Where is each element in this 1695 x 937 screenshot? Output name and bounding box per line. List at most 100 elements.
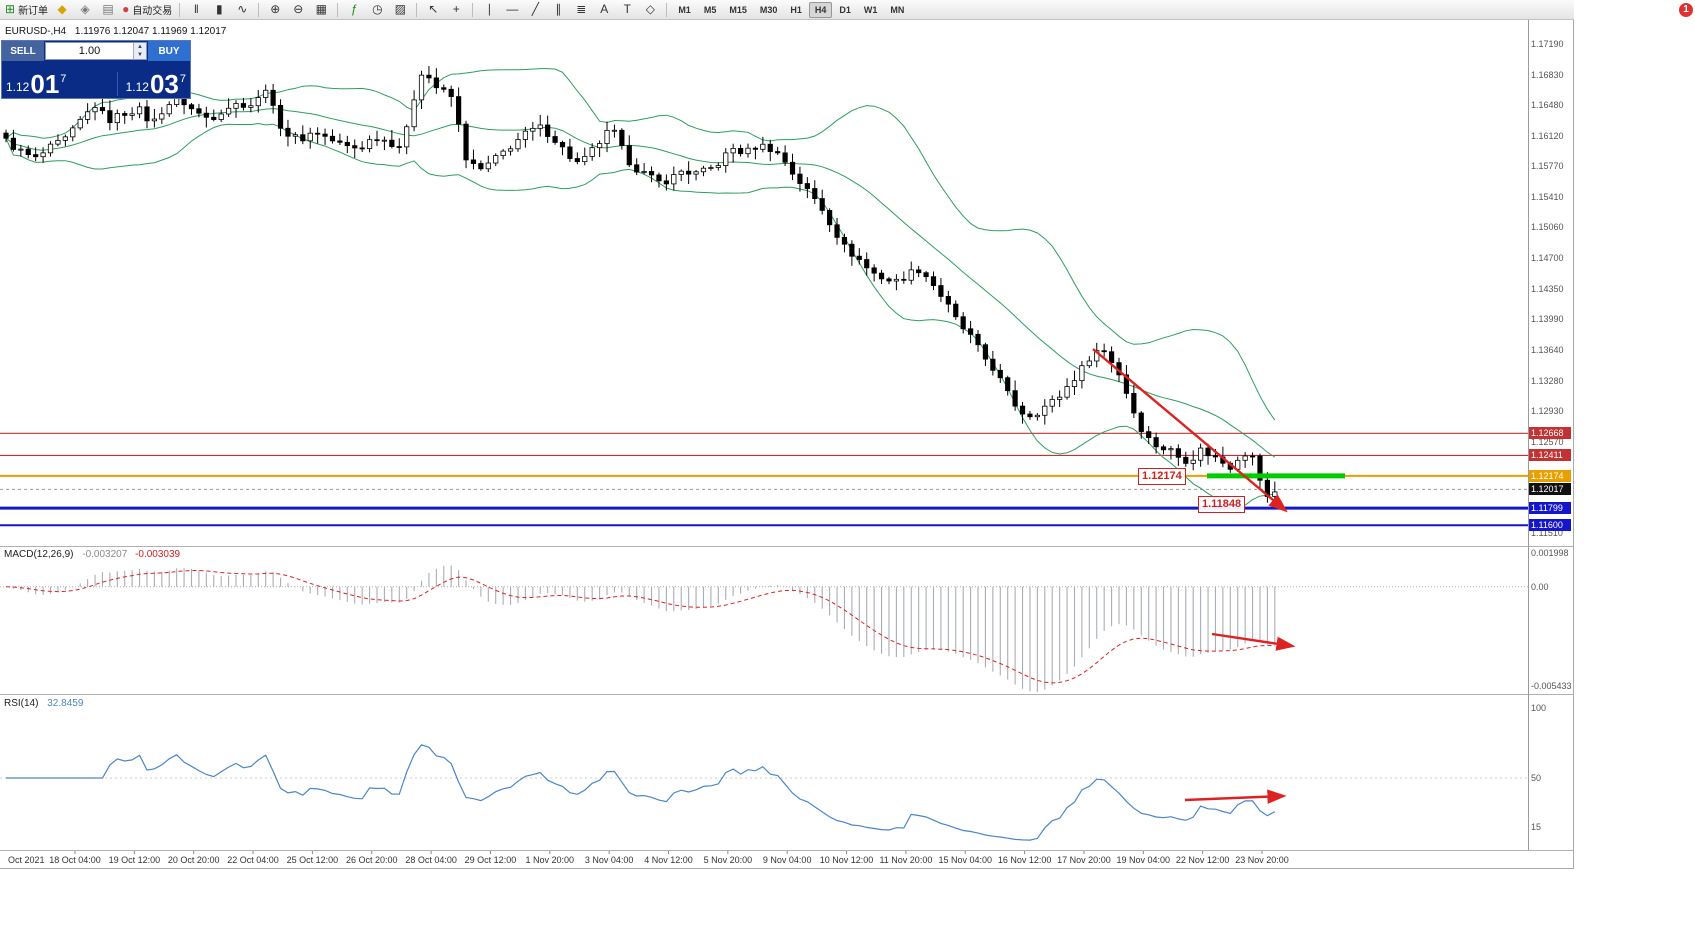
candle-body: [1205, 447, 1211, 457]
timeframe-W1[interactable]: W1: [863, 4, 878, 15]
price-axis-badge: 1.12411: [1529, 449, 1571, 462]
rsi-label: RSI(14) 32.8459: [4, 698, 83, 709]
toolbar-button-periods[interactable]: ◷: [366, 1, 388, 18]
time-axis-label: 29 Oct 12:00: [464, 855, 517, 865]
candle-body: [1183, 456, 1189, 464]
candle-body: [767, 143, 773, 152]
toolbar-button-zoom-in[interactable]: ⊕: [264, 1, 286, 18]
price-axis-label: 1.12570: [1531, 436, 1564, 447]
sell-button[interactable]: SELL: [2, 41, 44, 61]
toolbar-button-label: 自动交易: [132, 6, 173, 17]
rsi-line: [6, 744, 1276, 841]
toolbar-button-zoom-out[interactable]: ⊖: [287, 1, 309, 18]
toolbar-button-indicators[interactable]: ƒ: [343, 1, 365, 18]
timeframe-D1[interactable]: D1: [839, 4, 851, 15]
tile-windows-icon: ▦: [315, 2, 327, 16]
timeframe-MN[interactable]: MN: [890, 4, 905, 15]
sell-price[interactable]: 1.12 01 7: [6, 71, 66, 97]
candle-body: [188, 104, 195, 110]
one-click-trading-panel: SELL 1.00 ▲ ▼ BUY 1.12 01 7 1.12 03 7: [1, 40, 191, 99]
toolbar-button-trendline[interactable]: ╱: [524, 1, 546, 18]
timeframe-H1[interactable]: H1: [790, 4, 802, 15]
candle-body: [500, 150, 506, 156]
timeframe-M1[interactable]: M1: [678, 4, 691, 15]
candle-body: [648, 171, 655, 176]
trend-arrow-rsi[interactable]: [1184, 789, 1287, 804]
toolbar-button-text[interactable]: A: [593, 1, 615, 18]
candle-body: [849, 243, 855, 257]
rsi-panel-divider[interactable]: [0, 694, 1574, 695]
sell-price-small: 1.12: [6, 80, 30, 94]
candle-body: [277, 104, 284, 129]
candle-body: [760, 143, 766, 150]
candle-body: [366, 139, 373, 150]
toolbar-button-new-order[interactable]: ⊞ 新订单: [3, 1, 50, 18]
volume-value[interactable]: 1.00: [78, 45, 101, 57]
toolbar-button-label[interactable]: T: [616, 1, 638, 18]
volume-field[interactable]: 1.00 ▲ ▼: [45, 42, 147, 60]
candle-body: [1131, 393, 1137, 414]
candle-body: [537, 124, 543, 129]
price-axis-label: 1.13640: [1531, 344, 1564, 355]
rsi-name: RSI(14): [4, 698, 39, 709]
toolbar-button-shapes[interactable]: ◇: [639, 1, 661, 18]
candle-body: [85, 111, 91, 120]
timeframe-M5[interactable]: M5: [703, 4, 717, 15]
toolbar-button-horizontal-line[interactable]: —: [501, 1, 523, 18]
new-order-icon: ⊞: [5, 2, 16, 16]
candle-body: [463, 123, 469, 161]
volume-increase-button[interactable]: ▲: [134, 43, 146, 51]
toolbar-button-cursor[interactable]: ↖: [422, 1, 444, 18]
notification-badge[interactable]: 1: [1679, 3, 1693, 17]
candle-body: [99, 107, 106, 112]
macd-axis-zero-label: 0.00: [1531, 581, 1549, 592]
candle-body: [381, 139, 388, 142]
candle-body: [337, 140, 343, 143]
buy-price[interactable]: 1.12 03 7: [116, 71, 186, 97]
buy-button[interactable]: BUY: [148, 41, 190, 61]
toolbar-button-autotrading[interactable]: ● 自动交易: [120, 1, 174, 18]
toolbar-button-templates[interactable]: ▨: [389, 1, 411, 18]
line-chart-icon: ∿: [237, 2, 248, 16]
toolbar-button-crosshair[interactable]: +: [445, 1, 467, 18]
price-callout[interactable]: 1.11848: [1198, 495, 1246, 513]
candle-body: [619, 129, 625, 146]
candle-body: [804, 183, 810, 189]
toolbar-separator: [179, 2, 181, 17]
toolbar-button-candlestick-chart[interactable]: ▮: [208, 1, 230, 18]
candle-body: [819, 198, 825, 211]
toolbar-button-bars-chart[interactable]: ‖: [185, 1, 207, 18]
timeframe-M30[interactable]: M30: [759, 4, 778, 15]
macd-main-value: -0.003207: [82, 549, 128, 560]
macd-panel-divider[interactable]: [0, 546, 1574, 547]
time-axis-label: 22 Oct 04:00: [227, 855, 279, 865]
candle-body: [389, 139, 395, 147]
toolbar-button-navigator[interactable]: ◈: [74, 1, 96, 18]
macd-name: MACD(12,26,9): [4, 549, 74, 560]
toolbar-button-fibonacci[interactable]: ≣: [570, 1, 592, 18]
candle-body: [33, 154, 39, 158]
toolbar-button-channel[interactable]: ∥: [547, 1, 569, 18]
shapes-icon: ◇: [645, 2, 655, 16]
candle-body: [634, 164, 640, 173]
candle-body: [522, 130, 529, 140]
candle-body: [263, 89, 269, 98]
terminal-icon: ▤: [102, 2, 114, 16]
toolbar-button-terminal[interactable]: ▤: [97, 1, 119, 18]
toolbar-button-vertical-line[interactable]: ∣: [478, 1, 500, 18]
cursor-icon: ↖: [428, 2, 439, 16]
toolbar-button-metaeditor[interactable]: ◆: [51, 1, 73, 18]
candle-body: [945, 296, 951, 305]
trend-arrow-macd[interactable]: [1211, 632, 1296, 651]
toolbar-button-line-chart[interactable]: ∿: [231, 1, 253, 18]
candle-body: [990, 358, 996, 371]
candle-body: [641, 171, 647, 173]
timeframe-H4[interactable]: H4: [808, 1, 833, 18]
volume-decrease-button[interactable]: ▼: [134, 51, 146, 59]
candle-body: [18, 148, 24, 151]
price-callout[interactable]: 1.12174: [1138, 467, 1186, 485]
trend-arrow-main[interactable]: [1092, 348, 1288, 513]
toolbar-button-tile-windows[interactable]: ▦: [310, 1, 332, 18]
timeframe-M15[interactable]: M15: [729, 4, 747, 15]
